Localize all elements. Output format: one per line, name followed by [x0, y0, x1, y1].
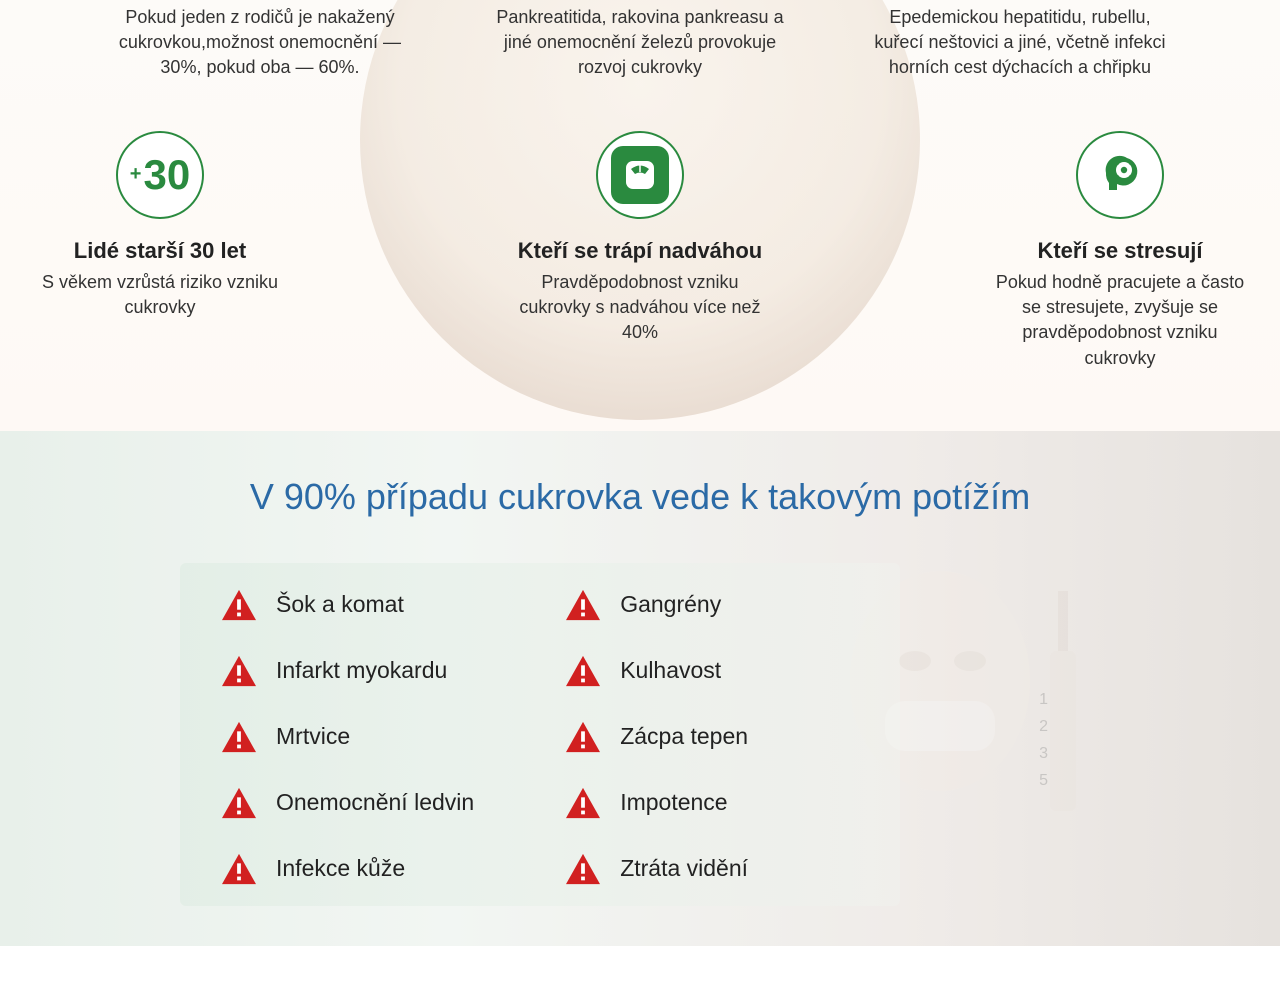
warning-icon	[564, 786, 602, 820]
age-number: 30	[143, 151, 190, 199]
complication-text: Mrtvice	[276, 723, 350, 750]
risk-pancreas-text: Pankreatitida, rakovina pankreasu a jiné…	[490, 5, 790, 81]
card-age: + 30 Lidé starší 30 let S věkem vzrůstá …	[30, 131, 290, 371]
syringe-mark: 2	[1039, 713, 1048, 740]
icon-cards-row: + 30 Lidé starší 30 let S věkem vzrůstá …	[0, 131, 1280, 371]
list-item: Mrtvice	[220, 720, 474, 754]
complication-text: Infarkt myokardu	[276, 657, 447, 684]
warning-icon	[564, 654, 602, 688]
list-item: Infekce kůže	[220, 852, 474, 886]
risk-heredity-text: Pokud jeden z rodičů je nakažený cukrovk…	[110, 5, 410, 81]
list-item: Ztráta vidění	[564, 852, 748, 886]
warning-icon	[220, 588, 258, 622]
list-item: Onemocnění ledvin	[220, 786, 474, 820]
complication-text: Gangrény	[620, 591, 721, 618]
syringe-mark: 1	[1039, 686, 1048, 713]
card-overweight-desc: Pravděpodobnost vzniku cukrovky s nadváh…	[510, 270, 770, 346]
card-overweight-title: Kteří se trápí nadváhou	[518, 237, 763, 265]
age-30-icon: + 30	[116, 131, 204, 219]
list-item: Gangrény	[564, 588, 748, 622]
card-age-desc: S věkem vzrůstá riziko vzniku cukrovky	[30, 270, 290, 320]
complication-text: Zácpa tepen	[620, 723, 748, 750]
complication-text: Onemocnění ledvin	[276, 789, 474, 816]
risk-infection-text: Epedemickou hepatitidu, rubellu, kuřecí …	[870, 5, 1170, 81]
list-item: Infarkt myokardu	[220, 654, 474, 688]
card-age-title: Lidé starší 30 let	[74, 237, 246, 265]
complications-heading: V 90% případu cukrovka vede k takovým po…	[0, 476, 1280, 518]
warning-icon	[220, 852, 258, 886]
warning-icon	[564, 588, 602, 622]
risk-factors-section: Pokud jeden z rodičů je nakažený cukrovk…	[0, 0, 1280, 431]
complications-col-2: Gangrény Kulhavost Zácpa tepen Impotence…	[564, 588, 748, 886]
syringe-mark: 3	[1039, 740, 1048, 767]
list-item: Šok a komat	[220, 588, 474, 622]
warning-icon	[220, 786, 258, 820]
warning-icon	[564, 852, 602, 886]
complication-text: Šok a komat	[276, 591, 404, 618]
complication-text: Kulhavost	[620, 657, 721, 684]
syringe-scale: 1 2 3 5	[1039, 686, 1048, 795]
list-item: Impotence	[564, 786, 748, 820]
syringe-mark: 5	[1039, 767, 1048, 794]
list-item: Zácpa tepen	[564, 720, 748, 754]
scale-icon	[596, 131, 684, 219]
stress-head-icon	[1076, 131, 1164, 219]
complication-text: Infekce kůže	[276, 855, 405, 882]
complications-panel: Šok a komat Infarkt myokardu Mrtvice One…	[180, 563, 900, 906]
complication-text: Impotence	[620, 789, 727, 816]
list-item: Kulhavost	[564, 654, 748, 688]
warning-icon	[564, 720, 602, 754]
card-overweight: Kteří se trápí nadváhou Pravděpodobnost …	[510, 131, 770, 371]
card-stress-desc: Pokud hodně pracujete a často se stresuj…	[990, 270, 1250, 371]
card-stress-title: Kteří se stresují	[1037, 237, 1202, 265]
complications-col-1: Šok a komat Infarkt myokardu Mrtvice One…	[220, 588, 474, 886]
card-stress: Kteří se stresují Pokud hodně pracujete …	[990, 131, 1250, 371]
warning-icon	[220, 654, 258, 688]
plus-icon: +	[130, 163, 142, 186]
complication-text: Ztráta vidění	[620, 855, 748, 882]
warning-icon	[220, 720, 258, 754]
complications-section: 1 2 3 5 V 90% případu cukrovka vede k ta…	[0, 431, 1280, 946]
top-text-row: Pokud jeden z rodičů je nakažený cukrovk…	[0, 0, 1280, 111]
